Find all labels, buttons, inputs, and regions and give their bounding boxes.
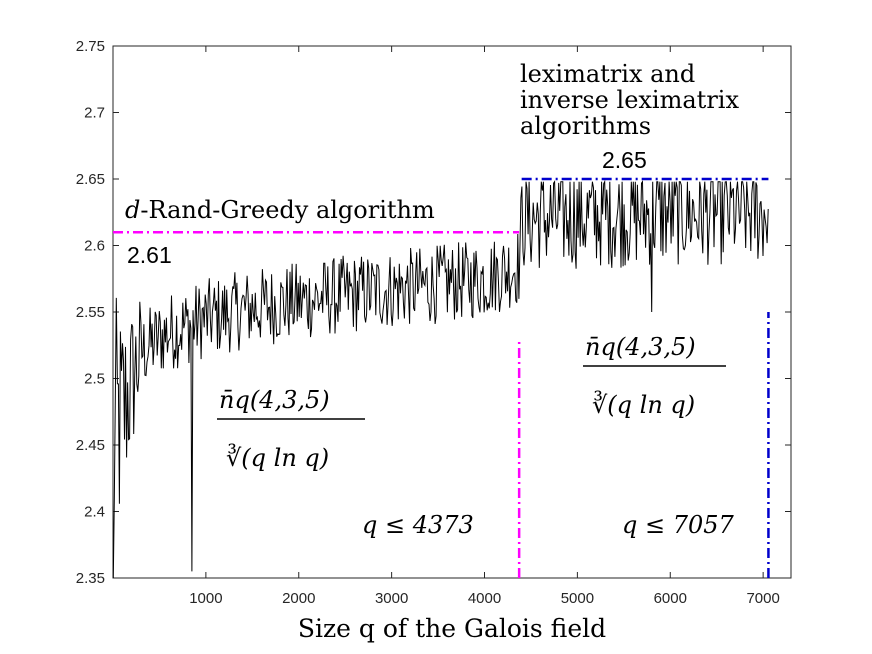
reference-lines	[113, 177, 770, 578]
x-axis-label: Size q of the Galois field	[298, 614, 606, 643]
value-right-label: 2.65	[602, 147, 647, 173]
y-tick-label: 2.45	[76, 437, 105, 454]
series-group	[112, 179, 769, 579]
left-algorithm-label: d-Rand-Greedy algorithm	[125, 196, 435, 224]
axis-ticks: 1000 2000 3000 4000 5000 6000 7000 2.35 2.4 2.45 2…	[76, 38, 791, 607]
formula-right: n̄q(4,3,5) ∛(q ln q)	[583, 333, 726, 419]
y-tick-label: 2.5	[84, 371, 105, 388]
x-tick-label: 4000	[468, 590, 501, 607]
formula-left-denominator: ∛(q ln q)	[226, 443, 329, 472]
y-tick-label: 2.7	[84, 105, 105, 122]
bound-left-label: q ≤ 4373	[362, 511, 474, 539]
right-algorithm-line3: algorithms	[520, 112, 651, 140]
value-left-label: 2.61	[127, 242, 172, 268]
right-algorithm-line1: leximatrix and	[520, 60, 695, 88]
formula-left-numerator: n̄q(4,3,5)	[219, 386, 330, 414]
formula-right-numerator: n̄q(4,3,5)	[585, 333, 696, 361]
y-tick-label: 2.35	[76, 570, 105, 587]
y-tick-label: 2.75	[76, 38, 105, 55]
x-tick-label: 1000	[189, 590, 222, 607]
left-algorithm-rest: -Rand-Greedy algorithm	[140, 196, 435, 224]
formula-left: n̄q(4,3,5) ∛(q ln q)	[217, 386, 365, 472]
series-line	[112, 179, 769, 579]
x-tick-label: 3000	[375, 590, 408, 607]
x-tick-label: 7000	[746, 590, 779, 607]
x-tick-label: 6000	[654, 590, 687, 607]
x-tick-label: 2000	[282, 590, 315, 607]
y-tick-label: 2.65	[76, 171, 105, 188]
y-tick-label: 2.4	[84, 504, 105, 521]
y-tick-label: 2.55	[76, 304, 105, 321]
y-tick-label: 2.6	[84, 238, 105, 255]
bound-right-label: q ≤ 7057	[622, 511, 735, 539]
plot-area	[112, 45, 792, 579]
right-algorithm-line2: inverse leximatrix	[520, 86, 739, 114]
x-tick-label: 5000	[561, 590, 594, 607]
formula-right-denominator: ∛(q ln q)	[592, 390, 695, 419]
